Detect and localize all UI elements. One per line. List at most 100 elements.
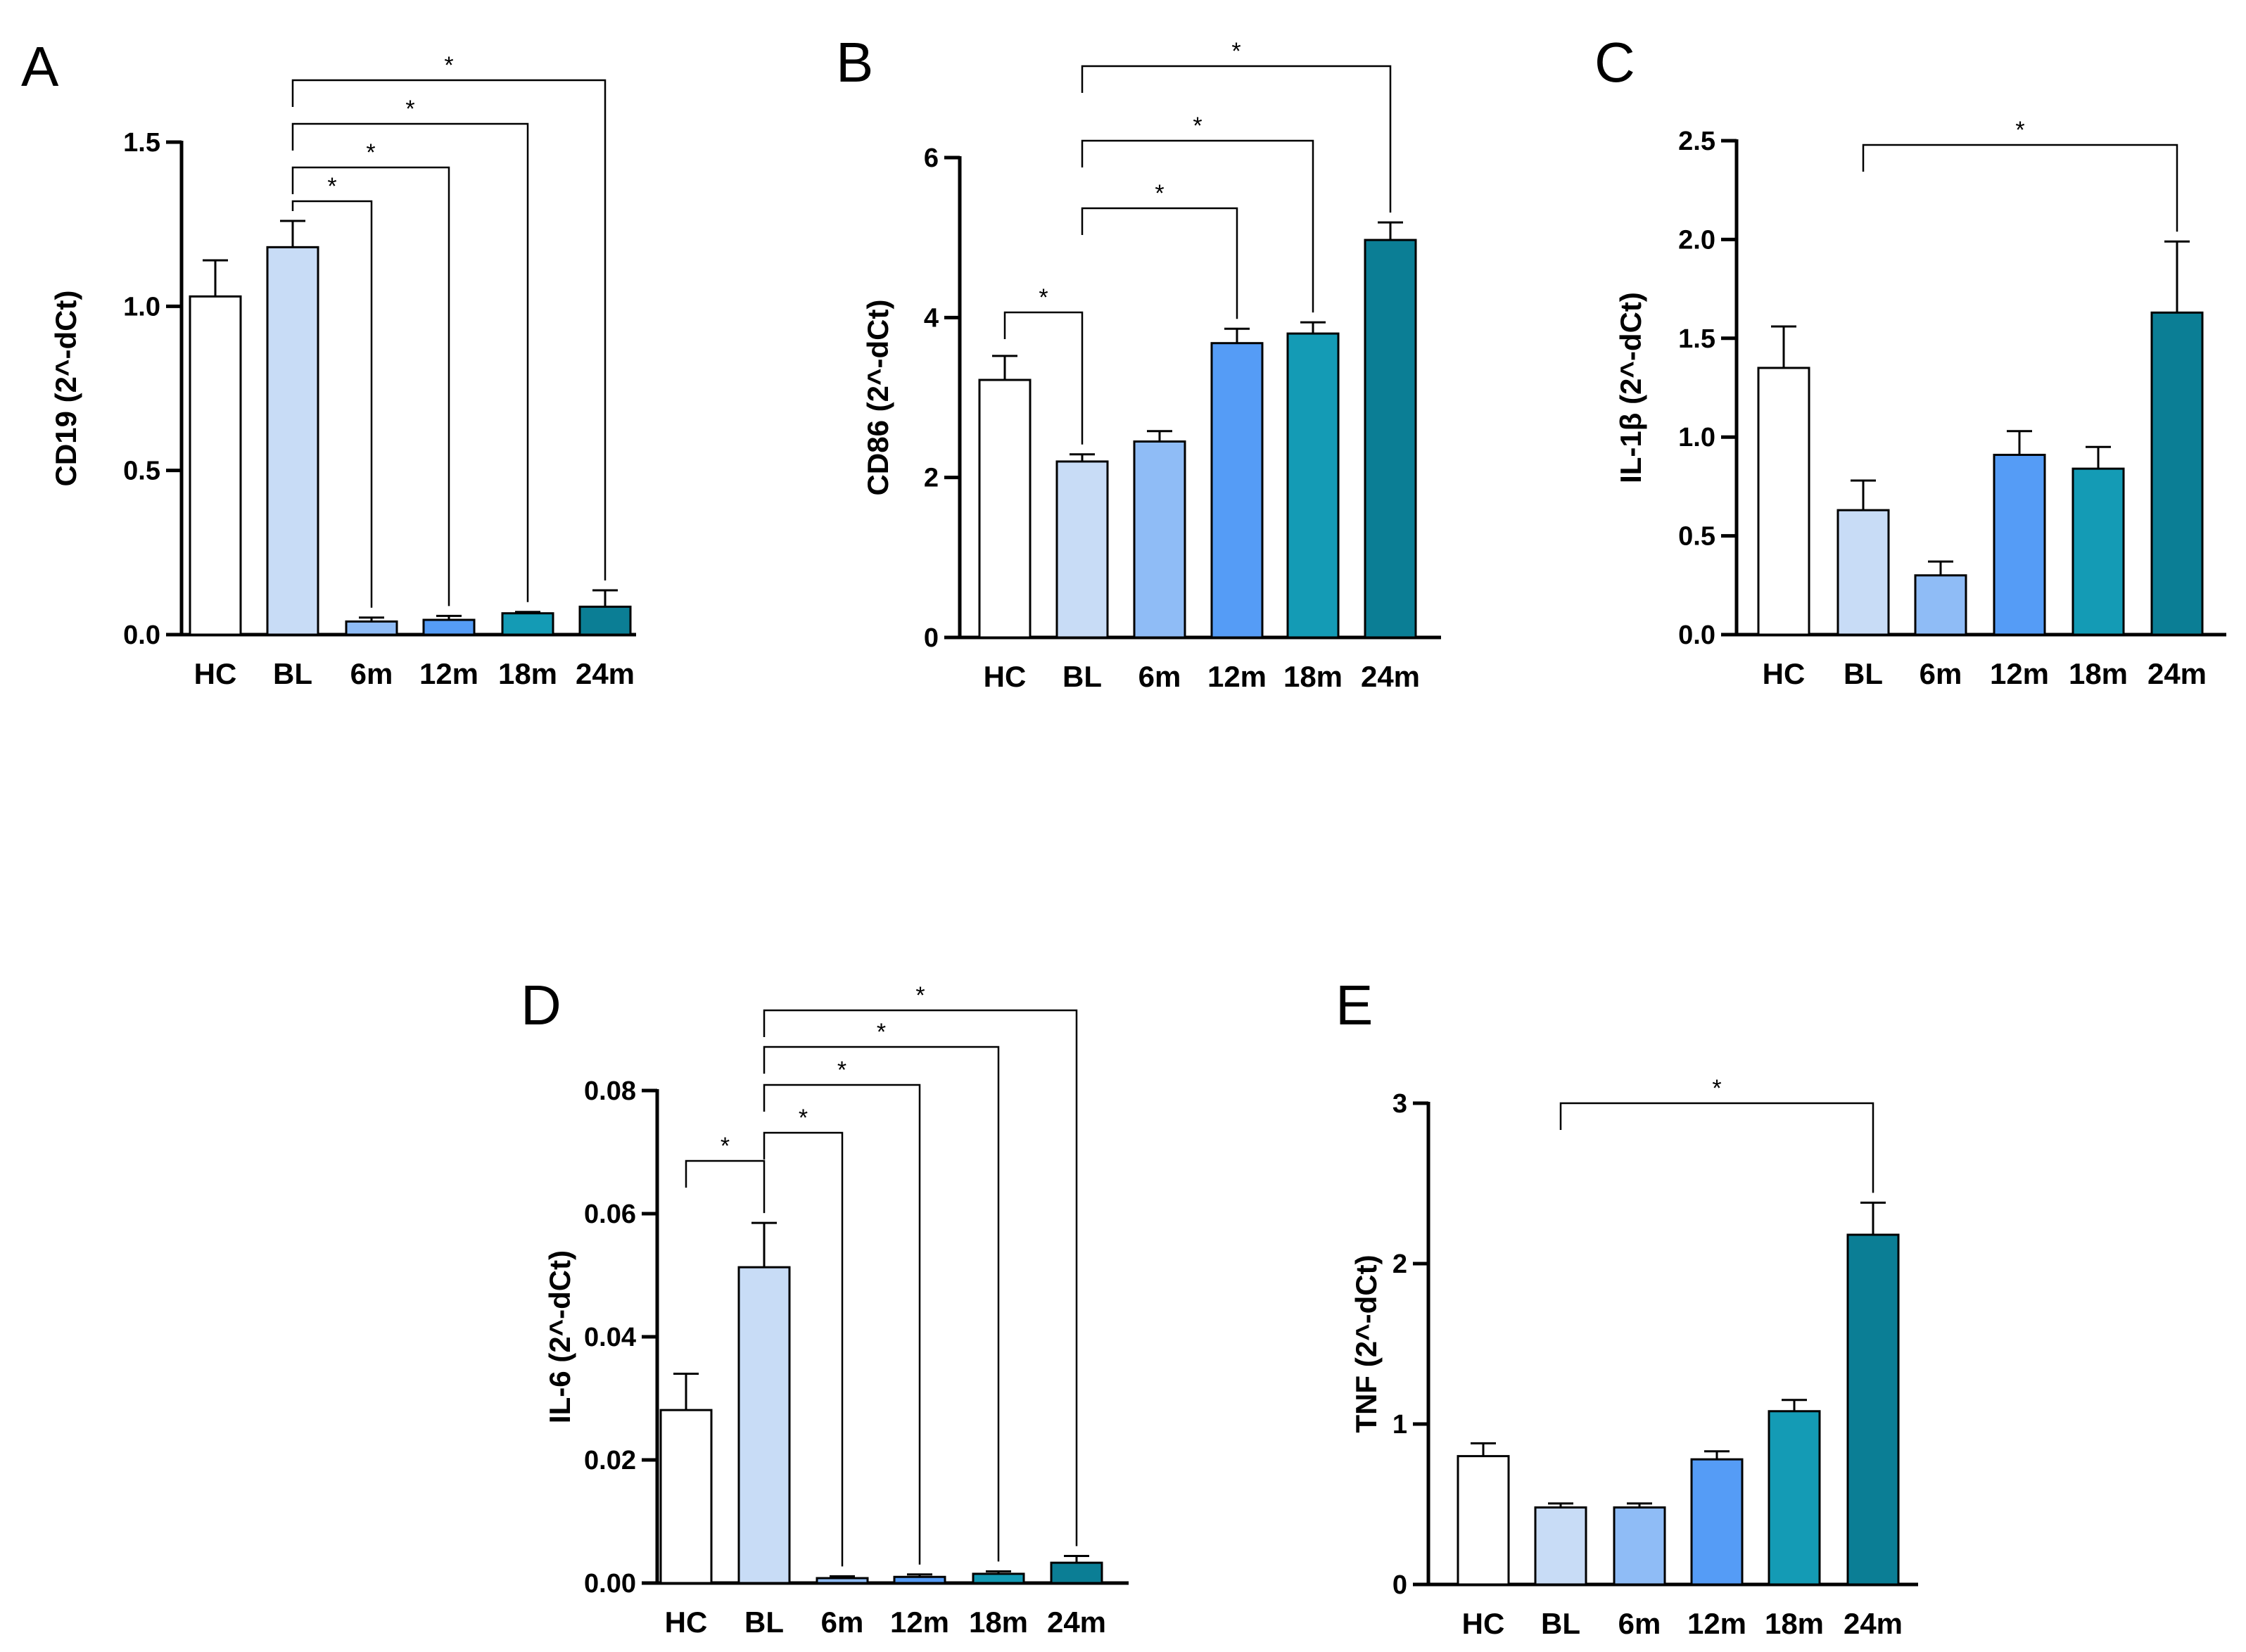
significance-star: * <box>799 1105 808 1131</box>
panel-e: E TNF (2^-dCt) 0 1 2 3 HC BL 6m 12m 18m 24m * <box>1335 974 1918 1640</box>
y-tick-label: 3 <box>1392 1089 1407 1119</box>
y-tick-label: 6 <box>924 144 939 173</box>
bar-BL <box>1055 460 1109 639</box>
y-tick-label: 0.02 <box>584 1446 636 1475</box>
significance-star: * <box>405 96 414 122</box>
bar-BL <box>266 246 319 636</box>
significance-bracket <box>291 200 373 608</box>
significance-star: * <box>1155 180 1164 207</box>
significance-star: * <box>2015 117 2024 144</box>
bar-BL <box>1534 1506 1587 1586</box>
panel-letter: C <box>1594 31 1635 94</box>
bar-6m <box>1133 440 1186 639</box>
y-tick-label: 0.0 <box>1678 621 1715 650</box>
y-tick-label: 0.08 <box>584 1076 636 1106</box>
x-tick-label: 24m <box>1047 1606 1106 1639</box>
bar-24m <box>578 605 632 636</box>
x-tick-label: HC <box>665 1606 708 1639</box>
bar-12m <box>1690 1458 1744 1586</box>
y-axis-title: TNF (2^-dCt) <box>1350 1254 1383 1432</box>
y-tick-label: 1.5 <box>123 128 160 158</box>
panel-a: A CD19 (2^-dCt) 0.0 0.5 1.0 1.5 HC BL 6m 12m 18m 24… <box>21 35 636 690</box>
significance-star: * <box>837 1057 846 1084</box>
x-tick-label: BL <box>1062 660 1102 693</box>
x-tick-label: 24m <box>2147 657 2207 690</box>
bar-18m <box>972 1572 1025 1584</box>
x-tick-label: 6m <box>350 657 393 690</box>
y-tick-label: 2.0 <box>1678 225 1715 255</box>
bar-18m <box>2071 467 2125 636</box>
bar-24m <box>1050 1561 1103 1584</box>
x-tick-label: 18m <box>498 657 557 690</box>
panel-b: B CD86 (2^-dCt) 0 2 4 6 HC BL 6m 12m 18m 24m * * * * <box>836 31 1441 693</box>
x-tick-label: 18m <box>969 1606 1028 1639</box>
x-tick-label: HC <box>1763 657 1806 690</box>
y-axis-title: IL-1β (2^-dCt) <box>1614 292 1647 483</box>
significance-bracket <box>291 79 607 580</box>
y-tick-label: 0.5 <box>1678 522 1715 552</box>
bar-HC <box>189 295 242 636</box>
x-tick-label: 18m <box>1283 660 1343 693</box>
significance-bracket <box>685 1159 766 1214</box>
significance-bracket <box>1559 1102 1874 1193</box>
panel-d: D IL-6 (2^-dCt) 0.00 0.02 0.04 0.06 0.08 HC BL 6m… <box>521 974 1129 1639</box>
significance-star: * <box>366 139 375 166</box>
bar-24m <box>2150 311 2204 636</box>
bar-BL <box>1836 509 1890 636</box>
x-tick-label: 18m <box>1765 1607 1824 1640</box>
x-tick-label: HC <box>984 660 1027 693</box>
bar-6m <box>816 1577 869 1584</box>
y-axis-title: IL-6 (2^-dCt) <box>543 1250 576 1423</box>
significance-star: * <box>1039 284 1048 311</box>
y-tick-label: 1 <box>1392 1410 1407 1440</box>
significance-bracket <box>1862 144 2178 232</box>
bar-12m <box>1210 342 1264 639</box>
significance-bracket <box>1003 311 1084 445</box>
bar-18m <box>1768 1410 1821 1586</box>
y-tick-label: 0.0 <box>123 621 160 650</box>
bar-6m <box>1613 1506 1666 1586</box>
y-tick-label: 0.04 <box>584 1323 636 1352</box>
x-tick-label: 24m <box>576 657 635 690</box>
y-tick-label: 0 <box>924 623 939 653</box>
bar-6m <box>345 620 398 636</box>
bar-12m <box>893 1575 946 1584</box>
y-tick-label: 0.5 <box>123 457 160 486</box>
y-tick-label: 4 <box>924 303 939 333</box>
panel-letter: B <box>836 31 873 94</box>
bar-24m <box>1846 1233 1900 1586</box>
x-tick-label: 12m <box>1687 1607 1746 1640</box>
significance-star: * <box>327 173 336 200</box>
x-tick-label: BL <box>1844 657 1883 690</box>
significance-bracket <box>1081 139 1314 313</box>
bar-18m <box>501 612 554 636</box>
x-tick-label: BL <box>273 657 312 690</box>
significance-bracket <box>291 166 450 606</box>
x-tick-label: BL <box>1541 1607 1580 1640</box>
x-tick-label: 24m <box>1361 660 1420 693</box>
x-tick-label: 6m <box>821 1606 864 1639</box>
x-tick-label: 6m <box>1138 660 1181 693</box>
bar-12m <box>422 618 476 636</box>
significance-star: * <box>915 982 925 1009</box>
panel-letter: E <box>1335 974 1373 1036</box>
significance-star: * <box>1712 1075 1721 1102</box>
x-tick-label: 6m <box>1920 657 1962 690</box>
x-tick-label: HC <box>194 657 237 690</box>
significance-bracket <box>763 1131 844 1567</box>
y-tick-label: 1.0 <box>123 292 160 322</box>
y-tick-label: 0 <box>1392 1570 1407 1600</box>
y-tick-label: 1.5 <box>1678 324 1715 354</box>
bar-BL <box>737 1266 791 1584</box>
significance-star: * <box>1193 113 1202 139</box>
x-tick-label: 12m <box>1990 657 2049 690</box>
significance-star: * <box>721 1133 730 1159</box>
bar-HC <box>1457 1455 1510 1586</box>
bar-HC <box>659 1409 713 1584</box>
y-tick-label: 0.00 <box>584 1569 636 1599</box>
significance-bracket <box>763 1009 1078 1546</box>
bar-HC <box>978 379 1032 639</box>
significance-bracket <box>291 122 529 602</box>
x-tick-label: 6m <box>1618 1607 1661 1640</box>
